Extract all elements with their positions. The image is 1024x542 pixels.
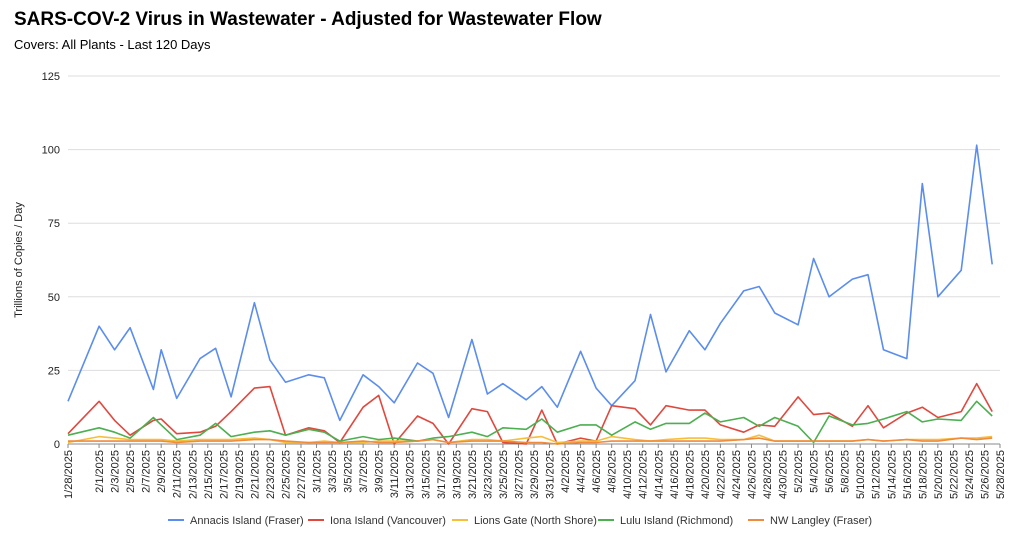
- x-tick-label: 2/11/2025: [172, 450, 184, 498]
- x-tick-label: 2/1/2025: [94, 450, 106, 493]
- x-tick-label: 2/17/2025: [218, 450, 230, 499]
- x-tick-label: 4/18/2025: [684, 450, 696, 499]
- x-tick-label: 2/21/2025: [249, 450, 261, 499]
- x-tick-label: 4/28/2025: [762, 450, 774, 499]
- x-tick-label: 2/3/2025: [110, 450, 122, 493]
- x-tick-label: 5/16/2025: [902, 450, 914, 499]
- legend: Annacis Island (Fraser) Iona Island (Vanc…: [168, 515, 872, 527]
- x-tick-label: 3/29/2025: [529, 450, 541, 499]
- x-tick-label: 4/26/2025: [746, 450, 758, 499]
- x-tick-label: 5/24/2025: [964, 450, 976, 499]
- series-line-4: [68, 437, 993, 445]
- x-tick-label: 4/8/2025: [607, 450, 619, 493]
- x-tick-label: 4/6/2025: [591, 450, 603, 493]
- legend-label: Iona Island (Vancouver): [330, 515, 446, 527]
- x-axis-ticks: 1/28/2025 2/1/2025 2/3/2025 2/5/2025 2/7/202…: [63, 444, 1007, 499]
- legend-label: Lions Gate (North Shore): [474, 515, 597, 527]
- x-tick-label: 5/8/2025: [840, 450, 852, 493]
- series-line-3: [67, 400, 993, 444]
- x-tick-label: 3/3/2025: [327, 450, 339, 493]
- legend-label: Lulu Island (Richmond): [620, 515, 733, 527]
- x-tick-label: 3/27/2025: [513, 450, 525, 499]
- x-tick-label: 4/12/2025: [638, 450, 650, 499]
- x-tick-label: 3/5/2025: [343, 450, 355, 493]
- x-tick-label: 2/23/2025: [265, 450, 277, 499]
- x-tick-label: 3/7/2025: [358, 450, 370, 493]
- chart-title: SARS-COV-2 Virus in Wastewater - Adjuste…: [14, 9, 602, 30]
- x-tick-label: 2/19/2025: [234, 450, 246, 499]
- x-tick-label: 3/13/2025: [405, 450, 417, 499]
- x-tick-label: 2/9/2025: [156, 450, 168, 493]
- y-tick-label: 100: [42, 145, 60, 157]
- x-tick-label: 3/15/2025: [420, 450, 432, 499]
- x-tick-label: 3/23/2025: [482, 450, 494, 499]
- x-tick-label: 4/20/2025: [700, 450, 712, 499]
- x-tick-label: 4/14/2025: [653, 450, 665, 499]
- y-tick-label: 75: [48, 218, 60, 230]
- x-tick-label: 2/25/2025: [280, 450, 292, 499]
- x-tick-label: 4/30/2025: [778, 450, 790, 499]
- x-tick-label: 3/25/2025: [498, 450, 510, 499]
- x-tick-label: 5/20/2025: [933, 450, 945, 499]
- x-tick-label: 5/26/2025: [979, 450, 991, 499]
- x-tick-label: 2/27/2025: [296, 450, 308, 499]
- x-tick-label: 3/31/2025: [545, 450, 557, 499]
- x-tick-label: 5/10/2025: [855, 450, 867, 499]
- x-tick-label: 1/28/2025: [63, 450, 75, 499]
- x-tick-label: 3/21/2025: [467, 450, 479, 499]
- x-tick-label: 3/11/2025: [389, 450, 401, 498]
- y-tick-label: 50: [48, 292, 60, 304]
- x-tick-label: 5/14/2025: [886, 450, 898, 499]
- y-axis-label: Trillions of Copies / Day: [13, 202, 25, 318]
- y-tick-label: 0: [54, 439, 60, 451]
- x-tick-label: 4/24/2025: [731, 450, 743, 499]
- x-tick-label: 3/9/2025: [374, 450, 386, 493]
- x-tick-label: 5/18/2025: [917, 450, 929, 499]
- y-tick-label: 125: [42, 71, 60, 83]
- x-tick-label: 5/28/2025: [995, 450, 1007, 499]
- x-tick-label: 5/4/2025: [809, 450, 821, 493]
- legend-label: NW Langley (Fraser): [770, 515, 872, 527]
- x-tick-label: 3/19/2025: [451, 450, 463, 499]
- x-tick-label: 2/13/2025: [187, 450, 199, 499]
- x-tick-label: 3/17/2025: [436, 450, 448, 499]
- x-tick-label: 5/6/2025: [824, 450, 836, 493]
- chart-subtitle: Covers: All Plants - Last 120 Days: [14, 37, 211, 52]
- legend-label: Annacis Island (Fraser): [190, 515, 304, 527]
- x-tick-label: 4/4/2025: [576, 450, 588, 493]
- x-tick-label: 2/5/2025: [125, 450, 137, 493]
- x-tick-label: 4/10/2025: [622, 450, 634, 499]
- y-axis-ticks: 0 25 50 75 100 125: [42, 71, 60, 451]
- x-tick-label: 3/1/2025: [312, 450, 324, 493]
- x-tick-label: 5/22/2025: [948, 450, 960, 499]
- y-tick-label: 25: [48, 365, 60, 377]
- x-tick-label: 5/12/2025: [871, 450, 883, 499]
- x-tick-label: 5/2/2025: [793, 450, 805, 493]
- series-line-0: [67, 144, 993, 422]
- series-line-1: [67, 382, 993, 445]
- x-tick-label: 2/15/2025: [203, 450, 215, 499]
- x-tick-label: 2/7/2025: [141, 450, 153, 493]
- grid-lines: [68, 75, 1000, 445]
- x-tick-label: 4/16/2025: [669, 450, 681, 499]
- x-tick-label: 4/22/2025: [715, 450, 727, 499]
- x-tick-label: 4/2/2025: [560, 450, 572, 493]
- series-lines: [67, 144, 993, 445]
